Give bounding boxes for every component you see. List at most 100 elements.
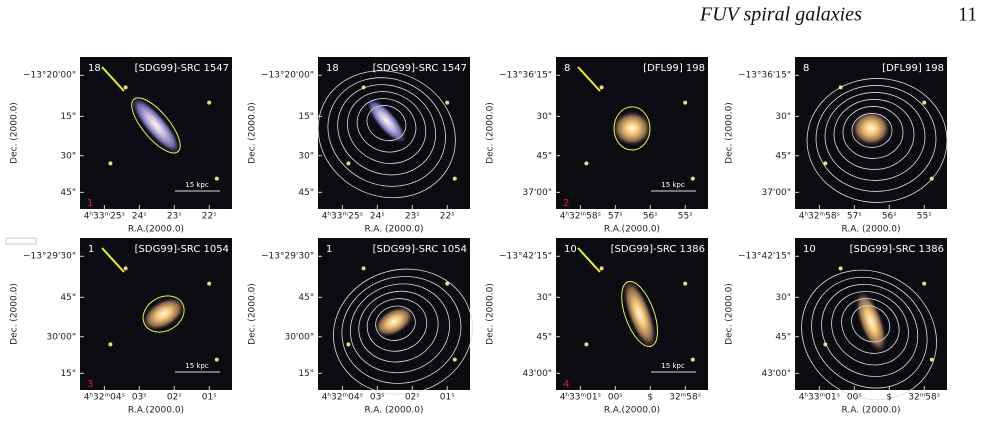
ra-tick-label: 4ʰ32ᵐ04ˢ — [84, 393, 125, 403]
ra-tick-label: 01ˢ — [202, 393, 217, 403]
ra-tick-label: 57ˢ — [608, 212, 623, 222]
ra-tick-label: $ — [886, 393, 892, 403]
direction-arrow — [101, 247, 125, 273]
panel: 1 [SDG99]-SRC 1054 3 15 kpc −13°29'30" 45" 30'… — [10, 238, 232, 416]
ra-tick-label: 02ˢ — [405, 393, 420, 403]
galaxy — [130, 95, 182, 156]
direction-arrow — [577, 66, 601, 92]
star — [683, 281, 688, 286]
ra-tick-label: 02ˢ — [167, 393, 182, 403]
contour — [347, 91, 427, 164]
object-name: [DFL99] 198 — [882, 63, 944, 74]
star — [123, 266, 128, 271]
dec-tick-label: 15" — [60, 369, 76, 379]
ra-tick-label: 23ˢ — [167, 212, 182, 222]
panel-index: 2 — [563, 198, 569, 209]
panel-number: 1 — [326, 244, 332, 255]
ra-tick-label: 56ˢ — [643, 212, 658, 222]
star — [922, 281, 927, 286]
dec-tick-label: 43'00" — [761, 369, 791, 379]
dec-tick-label: 45" — [298, 188, 314, 198]
ra-tick-label: 4ʰ33ᵐ25ˢ — [322, 212, 363, 222]
y-axis-label: Dec. (2000.0) — [486, 283, 496, 345]
dec-tick-label: 30" — [536, 112, 552, 122]
star — [690, 176, 695, 181]
panel-number: 8 — [564, 63, 570, 74]
dec-tick-label: 30" — [60, 151, 76, 161]
galaxy — [365, 96, 408, 145]
contour — [366, 298, 428, 352]
contour — [801, 269, 937, 401]
dec-tick-label: 30'00" — [46, 332, 76, 342]
ra-tick-label: 32ᵐ58ˢ — [908, 393, 940, 403]
dec-tick-label: 15" — [60, 112, 76, 122]
dec-tick-label: 45" — [60, 188, 76, 198]
contour — [806, 78, 948, 203]
panel-index: 1 — [87, 198, 93, 209]
galaxy — [854, 289, 888, 354]
x-axis-label: R.A. (2000.0) — [364, 225, 423, 235]
contour — [815, 85, 937, 192]
panel: 18 [SDG99]-SRC 1547 1 15 kpc −13°20'00" 15" 30… — [10, 57, 232, 235]
contour — [375, 305, 416, 341]
object-name: [SDG99]-SRC 1386 — [850, 244, 944, 255]
ra-tick-label: 4ʰ32ᵐ58ˢ — [560, 212, 601, 222]
direction-arrow — [101, 66, 125, 92]
object-name: [SDG99]-SRC 1054 — [373, 244, 467, 255]
panel: 10 [SDG99]-SRC 1386 4 15 kpc −13°42'15" 30" 45… — [486, 238, 708, 416]
y-axis-label: Dec. (2000.0) — [10, 283, 20, 345]
dec-tick-label: 30" — [775, 293, 791, 303]
galaxy — [612, 110, 652, 147]
contour — [341, 276, 462, 384]
x-axis-label: R.A. (2000.0) — [841, 406, 900, 416]
star — [346, 161, 351, 166]
ra-tick-label: 24ˢ — [370, 212, 385, 222]
x-axis-label: R.A.(2000.0) — [128, 225, 184, 235]
ra-tick-label: 24ˢ — [132, 212, 147, 222]
panel-number: 18 — [326, 63, 339, 74]
star — [929, 357, 934, 362]
star — [214, 357, 219, 362]
star — [361, 266, 366, 271]
dec-tick-label: 37'00" — [761, 188, 791, 198]
direction-arrow — [577, 247, 601, 273]
running-title: FUV spiral galaxies — [699, 4, 862, 26]
contour — [841, 298, 900, 354]
star — [346, 342, 351, 347]
star — [445, 281, 450, 286]
contour — [356, 98, 417, 153]
ra-tick-label: 00ˢ — [847, 393, 862, 403]
scale-label: 15 kpc — [185, 362, 209, 370]
ra-tick-label: 4ʰ33ᵐ01ˢ — [799, 393, 840, 403]
dec-tick-label: 37'00" — [522, 188, 552, 198]
contour — [349, 283, 450, 374]
contour — [831, 291, 909, 366]
contour — [366, 105, 407, 142]
dec-tick-label: 30" — [298, 151, 314, 161]
star — [445, 100, 450, 105]
dec-tick-label: 45" — [536, 332, 552, 342]
dec-tick-label: −13°29'30" — [23, 252, 76, 262]
ra-tick-label: 22ˢ — [202, 212, 217, 222]
star — [207, 100, 212, 105]
contour — [131, 97, 181, 154]
galaxy — [622, 278, 657, 350]
star — [108, 161, 113, 166]
panel-index: 4 — [563, 379, 569, 390]
dec-tick-label: −13°42'15" — [499, 252, 552, 262]
dec-tick-label: −13°20'00" — [23, 71, 76, 81]
x-axis-label: R.A. (2000.0) — [364, 406, 423, 416]
dec-tick-label: 45" — [298, 293, 314, 303]
star — [599, 266, 604, 271]
scale-label: 15 kpc — [185, 181, 209, 189]
y-axis-label: Dec. (2000.0) — [486, 102, 496, 164]
ra-tick-label: 55ˢ — [678, 212, 693, 222]
contour — [621, 280, 658, 348]
panel: 1 [SDG99]-SRC 1054 −13°29'30" 45" 30'00" 15" 4… — [248, 238, 473, 416]
ra-tick-label: 57ˢ — [847, 212, 862, 222]
dec-tick-label: −13°29'30" — [261, 252, 314, 262]
dec-tick-label: 45" — [775, 151, 791, 161]
dec-tick-label: −13°36'15" — [499, 71, 552, 81]
dec-tick-label: 45" — [536, 151, 552, 161]
